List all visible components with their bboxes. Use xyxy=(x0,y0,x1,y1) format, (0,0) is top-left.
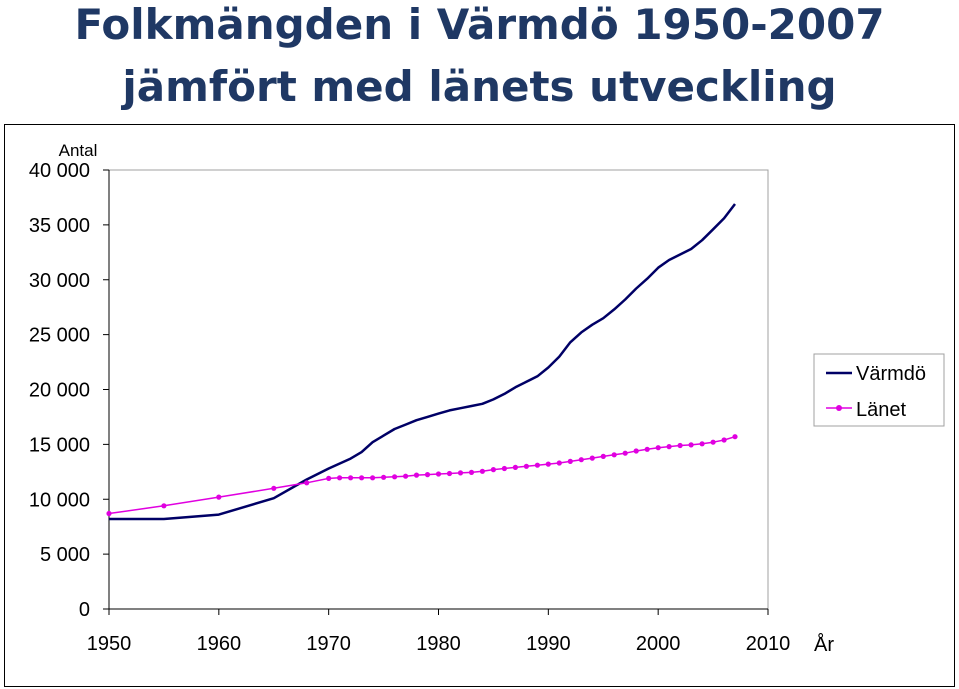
data-point-lanet xyxy=(622,450,628,456)
chart-title-line-1: Folkmängden i Värmdö 1950-2007 xyxy=(74,0,885,49)
data-point-lanet xyxy=(106,510,112,517)
x-tick-label: 1980 xyxy=(416,633,461,655)
data-point-lanet xyxy=(600,453,606,459)
data-point-lanet xyxy=(534,462,541,468)
data-point-lanet xyxy=(666,444,672,450)
legend-marker-lanet xyxy=(836,405,842,411)
legend: Värmdö Länet xyxy=(813,353,945,427)
data-point-lanet xyxy=(567,458,573,464)
data-point-lanet xyxy=(699,441,705,447)
data-point-lanet xyxy=(326,475,332,481)
data-point-lanet xyxy=(479,468,485,474)
data-point-lanet xyxy=(435,471,442,477)
data-point-lanet xyxy=(611,452,617,458)
y-tick-label: 35 000 xyxy=(29,215,90,237)
x-axis-label: År xyxy=(814,633,834,656)
data-point-lanet xyxy=(512,464,519,470)
data-point-lanet xyxy=(732,434,738,440)
data-point-lanet xyxy=(545,461,551,467)
data-point-lanet xyxy=(523,463,530,469)
x-tick-label: 1950 xyxy=(87,633,132,655)
y-tick-label: 40 000 xyxy=(29,160,90,182)
data-point-lanet xyxy=(721,437,727,443)
x-axis-ticks: 1950 1960 1970 1980 1990 2000 2010 xyxy=(87,609,791,655)
data-point-lanet xyxy=(655,445,661,451)
data-point-lanet xyxy=(161,503,167,509)
data-point-lanet xyxy=(370,475,376,481)
data-point-lanet xyxy=(457,470,464,476)
data-point-lanet xyxy=(424,472,431,478)
y-axis-ticks: 0 5 000 10 000 15 000 20 000 25 000 30 000 35 0… xyxy=(29,160,109,621)
data-point-lanet xyxy=(633,448,639,454)
x-tick-label: 1990 xyxy=(526,633,571,655)
plot-area-group xyxy=(108,169,769,610)
data-point-lanet xyxy=(446,470,453,477)
y-axis-label: Antal xyxy=(59,141,98,160)
data-point-lanet xyxy=(688,442,694,448)
data-point-lanet xyxy=(359,475,365,481)
y-tick-label: 10 000 xyxy=(29,489,90,511)
y-tick-label: 25 000 xyxy=(29,325,90,347)
x-tick-label: 1960 xyxy=(197,633,242,655)
data-point-lanet xyxy=(392,474,398,480)
data-point-lanet xyxy=(381,474,387,480)
series-layer xyxy=(106,203,738,521)
data-point-lanet xyxy=(304,480,310,486)
x-tick-label: 1970 xyxy=(306,633,351,655)
data-point-lanet xyxy=(677,442,683,449)
plot-area xyxy=(108,169,769,610)
data-point-lanet xyxy=(556,460,562,466)
data-point-lanet xyxy=(216,494,222,500)
y-tick-label: 20 000 xyxy=(29,380,90,402)
chart-frame xyxy=(4,124,955,687)
data-point-lanet xyxy=(578,457,584,463)
legend-box xyxy=(813,353,945,427)
chart-title-line-2: jämfört med länets utveckling xyxy=(122,62,837,111)
data-point-lanet xyxy=(271,485,277,491)
data-point-lanet xyxy=(710,439,716,445)
legend-label-lanet: Länet xyxy=(856,399,906,421)
data-point-lanet xyxy=(468,469,475,475)
y-tick-label: 15 000 xyxy=(29,434,90,456)
y-tick-label: 0 xyxy=(79,599,90,621)
data-point-lanet xyxy=(589,455,595,461)
data-point-lanet xyxy=(413,472,420,478)
data-point-lanet xyxy=(490,467,496,473)
legend-label-varmdo: Värmdö xyxy=(856,363,926,385)
y-tick-label: 5 000 xyxy=(40,544,90,566)
y-tick-label: 30 000 xyxy=(29,270,90,292)
x-tick-label: 2000 xyxy=(636,633,681,655)
x-tick-label: 2010 xyxy=(746,633,791,655)
data-point-lanet xyxy=(337,475,343,481)
data-point-lanet xyxy=(644,446,650,452)
data-point-lanet xyxy=(348,475,354,481)
series-line-varmdo xyxy=(109,203,736,521)
data-point-lanet xyxy=(501,465,507,472)
data-point-lanet xyxy=(403,473,409,479)
